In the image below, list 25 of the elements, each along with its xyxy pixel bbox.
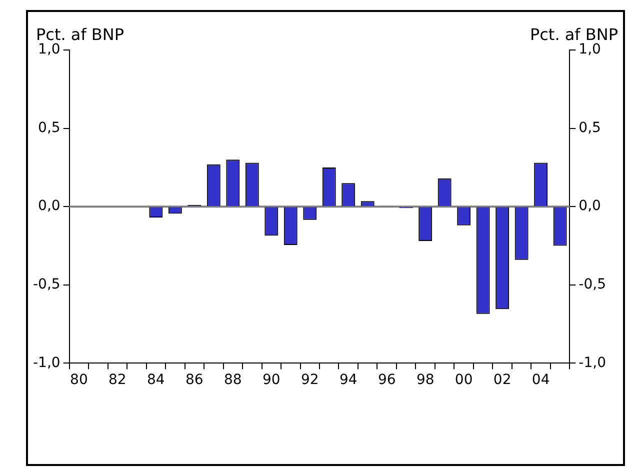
y2-tick-label: -0,5 <box>578 276 606 293</box>
x-tick-label: 88 <box>224 372 242 388</box>
y2-tick-label: 0,5 <box>578 120 601 136</box>
x-tick-label: 90 <box>262 372 280 388</box>
x-tick-label: 96 <box>378 372 396 388</box>
y2-tick-label: -1,0 <box>578 354 606 371</box>
y-tick-label: -0,5 <box>32 276 60 293</box>
x-tick-label: 00 <box>454 372 473 388</box>
x-tick-label: 94 <box>339 372 358 388</box>
x-tick-label: 92 <box>300 372 319 388</box>
x-tick-label: 02 <box>493 372 512 388</box>
y-tick-label: 0,5 <box>38 120 60 136</box>
x-tick-label: 84 <box>147 372 165 388</box>
y2-axis-title: Pct. af BNP <box>530 25 618 44</box>
y-tick-label: 1,0 <box>38 42 60 58</box>
x-tick-label: 86 <box>185 372 204 388</box>
y-tick-label: 0,0 <box>38 198 60 214</box>
x-tick-label: 80 <box>70 372 88 388</box>
y2-tick-label: 0,0 <box>578 198 601 214</box>
y-tick-label: -1,0 <box>32 354 60 371</box>
x-tick-label: 98 <box>416 372 434 388</box>
y-axis-title: Pct. af BNP <box>36 25 124 44</box>
x-tick-label: 04 <box>532 372 550 388</box>
y2-tick-label: 1,0 <box>578 42 601 58</box>
x-tick-label: 82 <box>108 372 126 388</box>
